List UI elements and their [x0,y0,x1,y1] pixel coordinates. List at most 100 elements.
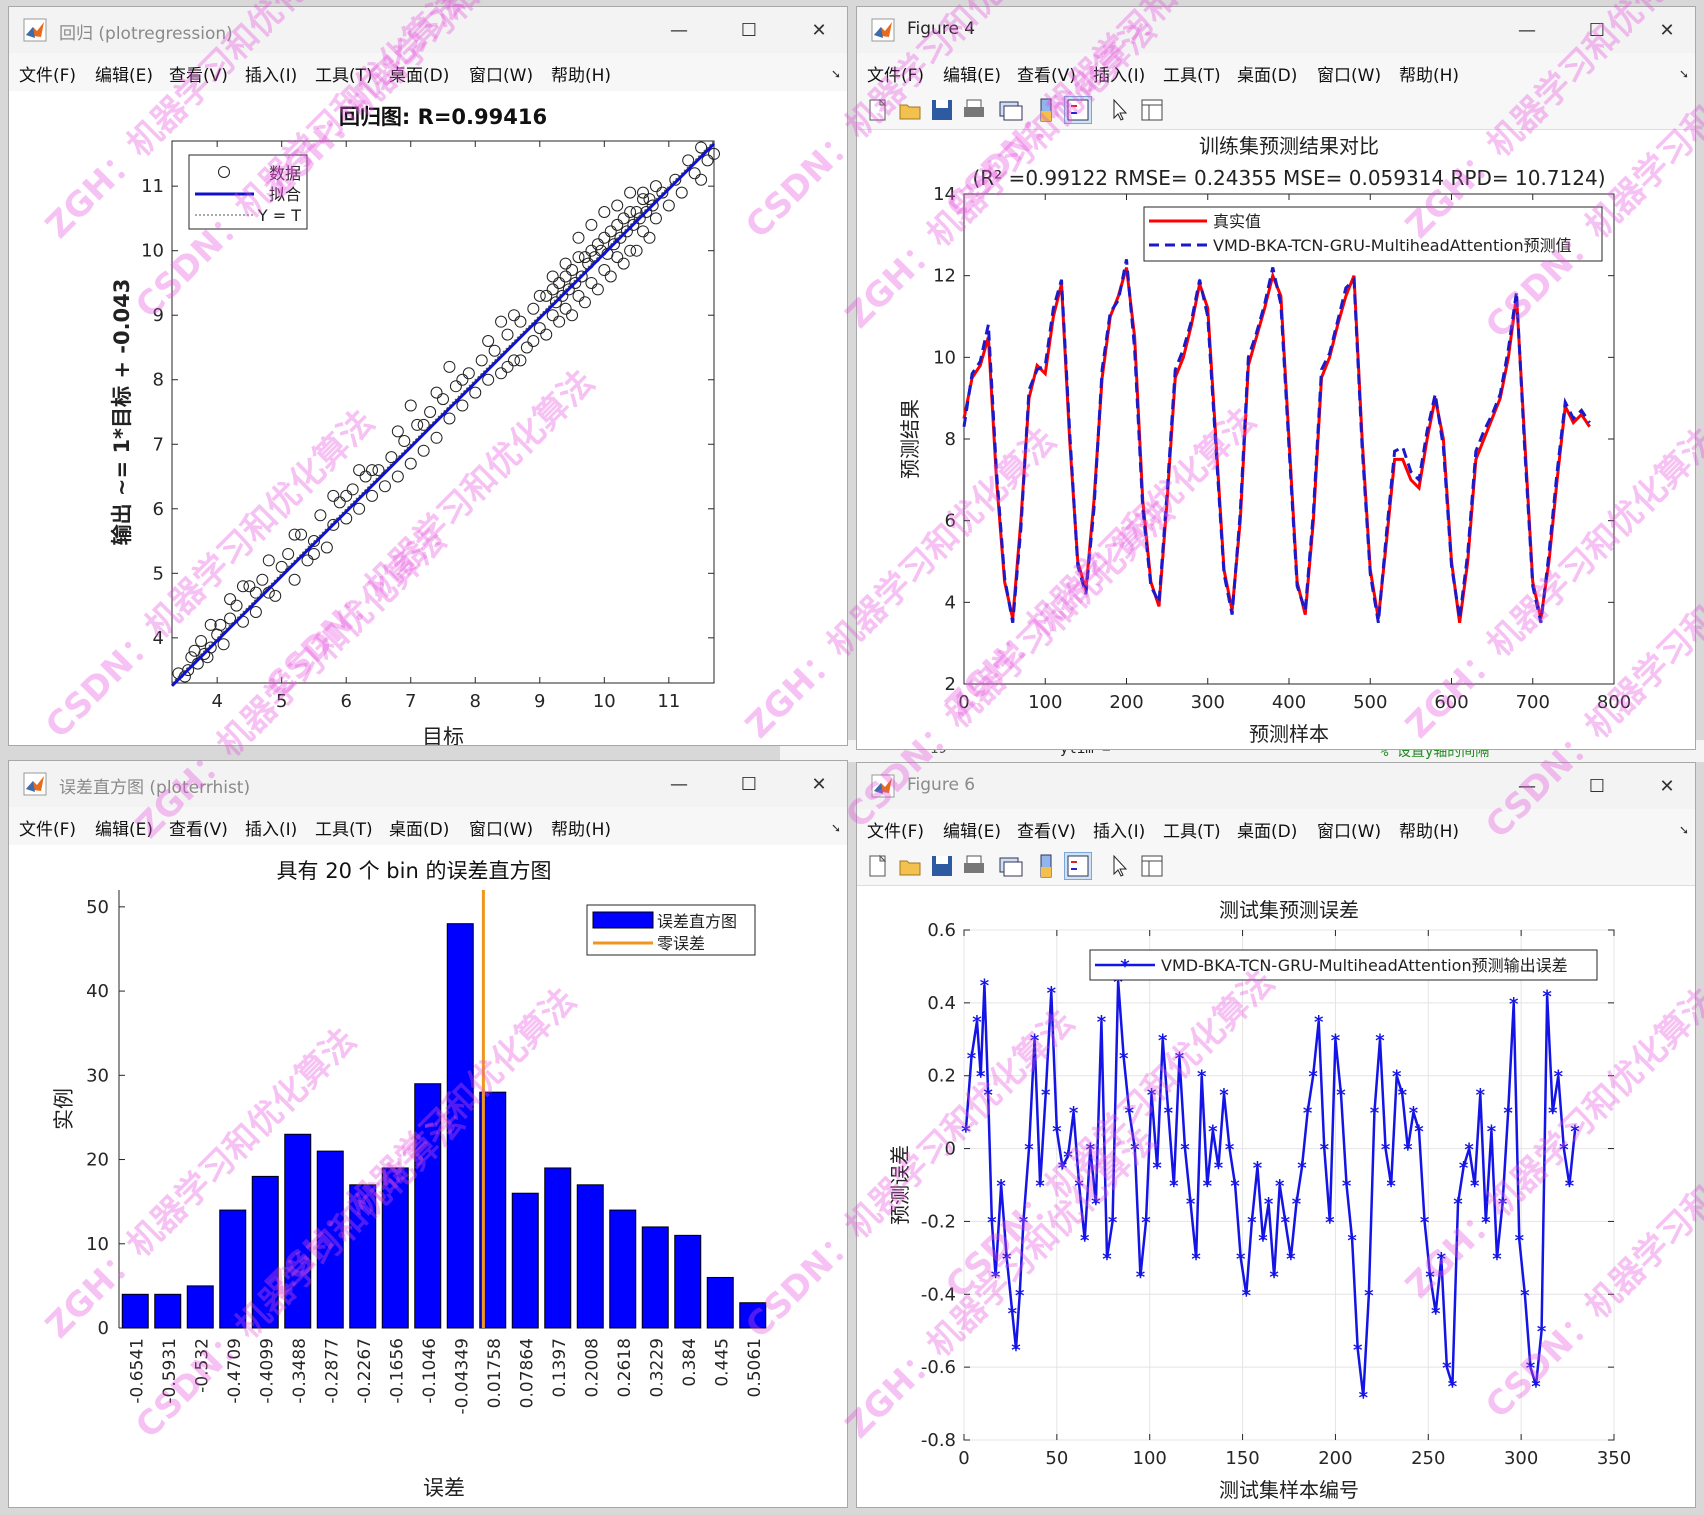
minimize-button[interactable]: — [1518,775,1536,797]
error-point: * [1359,1387,1369,1408]
maximize-button[interactable]: ☐ [1588,19,1606,41]
menu-item[interactable]: 编辑(E) [95,66,154,86]
menu-item[interactable]: 工具(T) [315,820,373,840]
plot-area [171,140,715,684]
close-button[interactable]: ✕ [811,773,827,795]
save-tool-button[interactable] [929,853,955,879]
save-tool-button[interactable] [929,97,955,123]
title-bar[interactable]: 回归 (plotregression) — ☐ ✕ [9,7,847,53]
menu-item[interactable]: 窗口(W) [1317,66,1382,86]
menu-item[interactable]: 帮助(H) [551,820,612,840]
close-button[interactable]: ✕ [811,19,827,41]
property-inspector-tool-button[interactable] [1139,97,1165,123]
x-tick-label: 0.01758 [485,1338,505,1408]
colorbar-tool-button[interactable] [1033,853,1059,879]
x-tick-label: -0.1656 [387,1338,407,1404]
colorbar-tool-button[interactable] [1033,97,1059,123]
close-button[interactable]: ✕ [1659,775,1675,797]
menu-overflow-icon[interactable]: ➘ [1678,823,1689,837]
error-point: * [1286,1249,1296,1270]
menu-item[interactable]: 文件(F) [867,822,925,842]
y-tick-label: 30 [86,1065,109,1086]
maximize-button[interactable]: ☐ [740,773,758,795]
title-bar[interactable]: 误差直方图 (ploterrhist) — ☐ ✕ [9,761,847,807]
open-folder-tool-button[interactable] [897,97,923,123]
maximize-button[interactable]: ☐ [1588,775,1606,797]
menu-item[interactable]: 帮助(H) [1399,66,1460,86]
data-point [637,193,650,206]
menu-item[interactable]: 桌面(D) [1237,66,1298,86]
open-folder-tool-button[interactable] [897,853,923,879]
x-tick-label: 7 [405,691,416,712]
data-point [185,651,198,664]
data-point [443,360,456,373]
error-point: * [1487,1121,1497,1142]
legend-box [188,154,308,230]
pointer-tool-button[interactable] [1107,853,1133,879]
menu-item[interactable]: 文件(F) [867,66,925,86]
menu-overflow-icon[interactable]: ➘ [1678,67,1689,81]
error-point: * [1559,1140,1569,1161]
minimize-button[interactable]: — [1518,19,1536,41]
menu-item[interactable]: 文件(F) [19,820,77,840]
menu-overflow-icon[interactable]: ➘ [830,67,841,81]
title-bar[interactable]: Figure 4 — ☐ ✕ [857,7,1695,53]
menu-item[interactable]: 查看(V) [169,820,228,840]
new-file-tool-button[interactable] [865,853,891,879]
menu-item[interactable]: 工具(T) [1163,66,1221,86]
menu-item[interactable]: 桌面(D) [389,820,450,840]
menu-item[interactable]: 窗口(W) [469,820,534,840]
title-bar[interactable]: Figure 6 — ☐ ✕ [857,763,1695,809]
window-figure6: Figure 6 — ☐ ✕ 文件(F) 编辑(E) 查看(V) 插入(I) 工具(T)… [856,762,1696,1508]
fit-line [170,142,716,687]
error-point: * [1269,1267,1279,1288]
window-regression: 回归 (plotregression) — ☐ ✕ 文件(F) 编辑(E) 查看(V… [8,6,848,746]
data-point [288,528,301,541]
menu-item[interactable]: 桌面(D) [389,66,450,86]
chart-title: 具有 20 个 bin 的误差直方图 [277,859,552,883]
legend-tool-button[interactable] [1064,852,1092,880]
pointer-tool-button[interactable] [1107,97,1133,123]
error-point: * [1047,983,1057,1004]
menu-item[interactable]: 文件(F) [19,66,77,86]
menu-item[interactable]: 插入(I) [1093,822,1146,842]
menu-overflow-icon[interactable]: ➘ [830,821,841,835]
new-file-tool-button[interactable] [865,97,891,123]
link-figure-tool-button[interactable] [997,97,1023,123]
menu-item[interactable]: 编辑(E) [95,820,154,840]
menu-item[interactable]: 编辑(E) [943,822,1002,842]
property-inspector-tool-button[interactable] [1139,853,1165,879]
menu-item[interactable]: 插入(I) [1093,66,1146,86]
x-tick-label: 700 [1516,692,1550,713]
error-point: * [1548,1103,1558,1124]
menu-item[interactable]: 插入(I) [245,66,298,86]
minimize-button[interactable]: — [670,773,688,795]
menu-item[interactable]: 工具(T) [1163,822,1221,842]
menu-item[interactable]: 窗口(W) [1317,822,1382,842]
data-point [301,554,314,567]
menu-item[interactable]: 插入(I) [245,820,298,840]
menu-item[interactable]: 帮助(H) [551,66,612,86]
maximize-button[interactable]: ☐ [740,19,758,41]
close-button[interactable]: ✕ [1659,19,1675,41]
error-point: * [1375,1030,1385,1051]
toolbar [857,847,1695,886]
print-tool-button[interactable] [961,853,987,879]
link-figure-tool-button[interactable] [997,853,1023,879]
menu-item[interactable]: 工具(T) [315,66,373,86]
minimize-button[interactable]: — [670,19,688,41]
data-point [340,489,353,502]
menu-item[interactable]: 桌面(D) [1237,822,1298,842]
menu-item[interactable]: 查看(V) [169,66,228,86]
menu-item[interactable]: 编辑(E) [943,66,1002,86]
print-tool-button[interactable] [961,97,987,123]
window-errhist: 误差直方图 (ploterrhist) — ☐ ✕ 文件(F) 编辑(E) 查看(V… [8,760,848,1508]
y-tick-label: 0.4 [927,993,956,1014]
data-point [430,386,443,399]
menu-item[interactable]: 窗口(W) [469,66,534,86]
menu-item[interactable]: 查看(V) [1017,822,1076,842]
menu-item[interactable]: 帮助(H) [1399,822,1460,842]
data-point [585,276,598,289]
legend-tool-button[interactable] [1064,96,1092,124]
menu-item[interactable]: 查看(V) [1017,66,1076,86]
